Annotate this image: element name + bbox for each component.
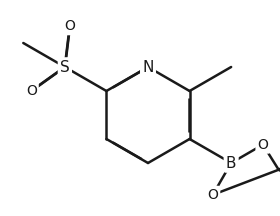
Text: O: O <box>258 138 268 152</box>
Text: O: O <box>26 84 37 98</box>
Text: O: O <box>64 19 75 33</box>
Text: B: B <box>226 156 236 170</box>
Text: O: O <box>207 188 218 202</box>
Text: S: S <box>60 59 70 75</box>
Text: N: N <box>142 59 154 75</box>
